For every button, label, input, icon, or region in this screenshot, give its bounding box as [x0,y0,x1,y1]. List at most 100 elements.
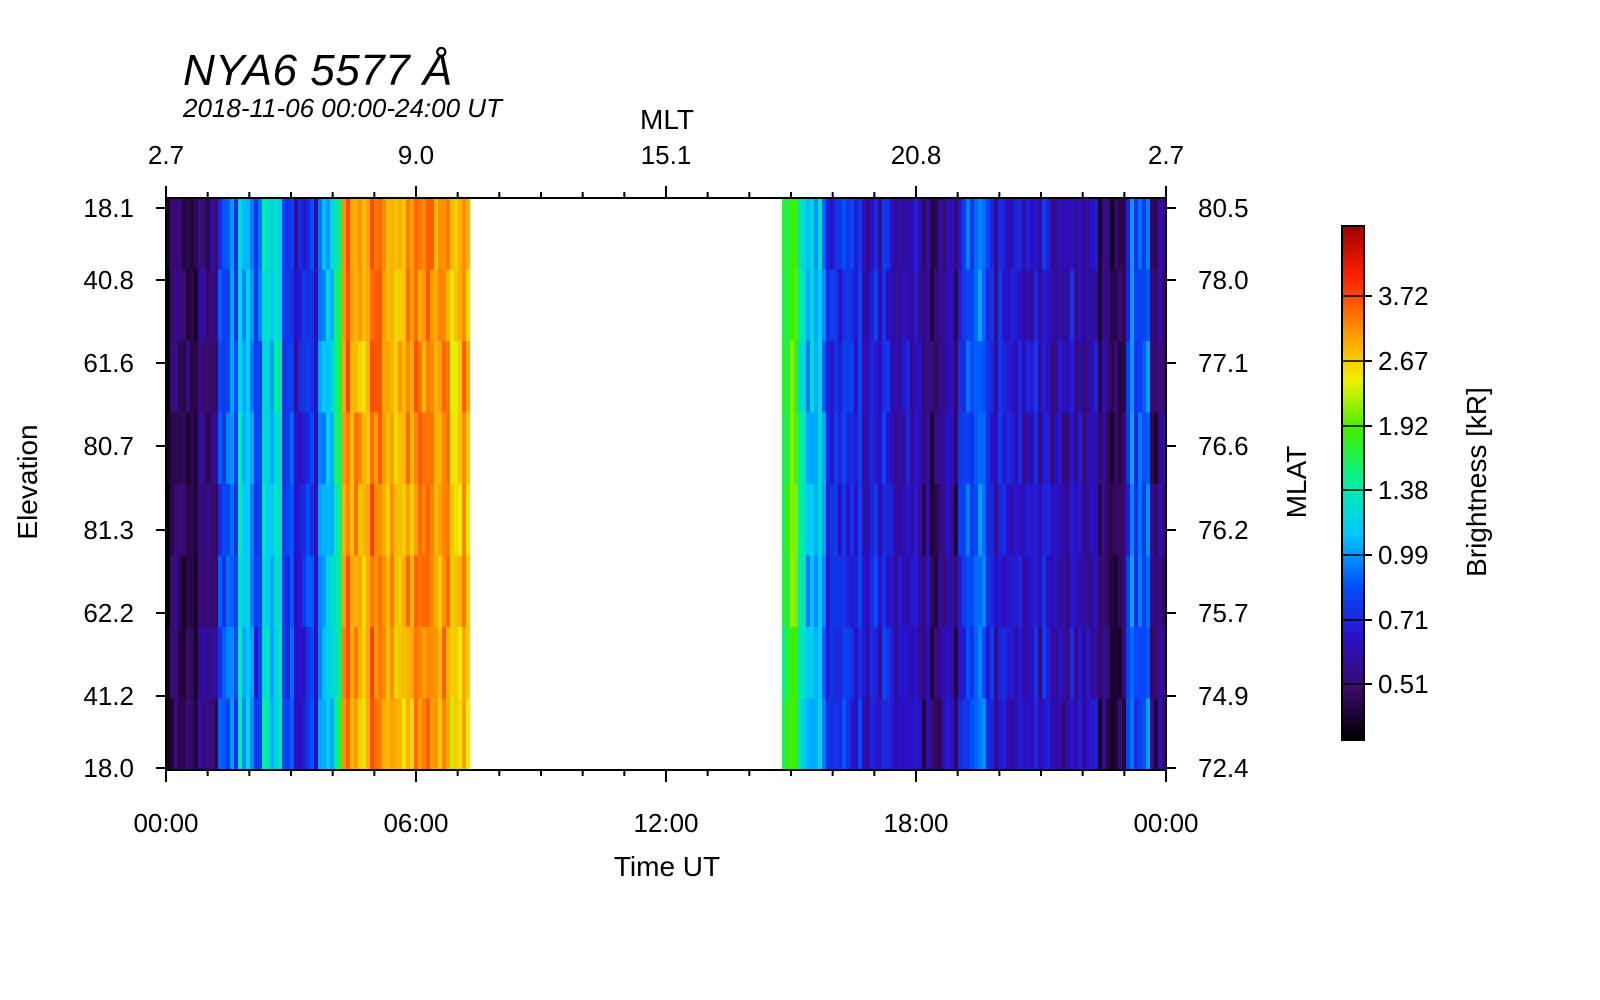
heatmap-cell [198,484,203,557]
heatmap-cell [458,341,463,414]
heatmap-cell [1078,269,1083,342]
heatmap-cell [346,484,351,557]
heatmap-cell [242,341,247,414]
heatmap-cell [1098,198,1103,271]
heatmap-cell [798,484,803,557]
heatmap-cell [806,484,811,557]
heatmap-cell [994,627,999,700]
heatmap-cell [874,198,879,271]
heatmap-cell [1126,412,1131,485]
heatmap-cell [934,198,939,271]
heatmap-cell [290,627,295,700]
heatmap-cell [870,412,875,485]
heatmap-cell [294,269,299,342]
heatmap-cell [286,627,291,700]
heatmap-cell [198,555,203,628]
heatmap-cell [874,627,879,700]
data-gap [470,198,779,770]
heatmap-cell [798,627,803,700]
heatmap-cell [846,412,851,485]
heatmap-cell [886,698,891,771]
heatmap-cell [906,269,911,342]
heatmap-cell [942,698,947,771]
heatmap-cell [870,269,875,342]
heatmap-cell [1054,698,1059,771]
heatmap-cell [814,341,819,414]
heatmap-cell [1018,412,1023,485]
heatmap-cell [238,555,243,628]
heatmap-cell [1086,269,1091,342]
heatmap-cell [910,269,915,342]
heatmap-cell [262,341,267,414]
heatmap-cell [962,627,967,700]
heatmap-cell [414,555,419,628]
colorbar-label: Brightness [kR] [1461,387,1492,577]
heatmap-cell [962,269,967,342]
y-left-tick-label: 18.1 [83,193,134,223]
heatmap-cell [1106,484,1111,557]
heatmap-cell [978,198,983,271]
heatmap-cell [322,269,327,342]
heatmap-cell [882,698,887,771]
heatmap-cell [334,412,339,485]
heatmap-cell [446,627,451,700]
heatmap-cell [1086,198,1091,271]
heatmap-cell [274,555,279,628]
heatmap-cell [930,698,935,771]
heatmap-cell [994,555,999,628]
heatmap-cell [182,269,187,342]
heatmap-cell [1062,484,1067,557]
heatmap-cell [374,698,379,771]
heatmap-cell [430,341,435,414]
heatmap-cell [1058,555,1063,628]
heatmap-cell [874,412,879,485]
heatmap-cell [862,198,867,271]
heatmap-cell [370,341,375,414]
heatmap-cell [970,698,975,771]
heatmap-cell [1014,269,1019,342]
heatmap-cell [798,698,803,771]
heatmap-cell [398,412,403,485]
heatmap-cell [310,698,315,771]
heatmap-cell [310,341,315,414]
heatmap-cell [326,341,331,414]
heatmap-cell [242,484,247,557]
heatmap-cell [1158,412,1163,485]
heatmap-cell [930,341,935,414]
heatmap-cell [410,698,415,771]
heatmap-cell [354,698,359,771]
heatmap-cell [382,269,387,342]
heatmap-cell [962,341,967,414]
heatmap-cell [798,412,803,485]
heatmap-cell [278,341,283,414]
heatmap-cell [802,269,807,342]
heatmap-cell [1098,412,1103,485]
heatmap-cell [298,555,303,628]
heatmap-cell [966,698,971,771]
heatmap-cell [238,198,243,271]
heatmap-cell [370,269,375,342]
heatmap-cell [858,484,863,557]
heatmap-cell [1118,198,1123,271]
heatmap-cell [1142,269,1147,342]
heatmap-cell [266,341,271,414]
heatmap-cell [218,627,223,700]
heatmap-cell [950,484,955,557]
heatmap-cell [846,484,851,557]
heatmap-cell [1130,484,1135,557]
heatmap-cell [998,269,1003,342]
heatmap-cell [926,269,931,342]
heatmap-cell [458,627,463,700]
heatmap-cell [406,269,411,342]
heatmap-cell [1158,341,1163,414]
heatmap-cell [302,269,307,342]
heatmap-cell [818,198,823,271]
heatmap-cell [306,198,311,271]
heatmap-cell [1130,269,1135,342]
heatmap-cell [174,412,179,485]
heatmap-cell [1106,198,1111,271]
heatmap-cell [250,198,255,271]
heatmap-cell [354,555,359,628]
heatmap-cell [1026,627,1031,700]
heatmap-cell [378,555,383,628]
